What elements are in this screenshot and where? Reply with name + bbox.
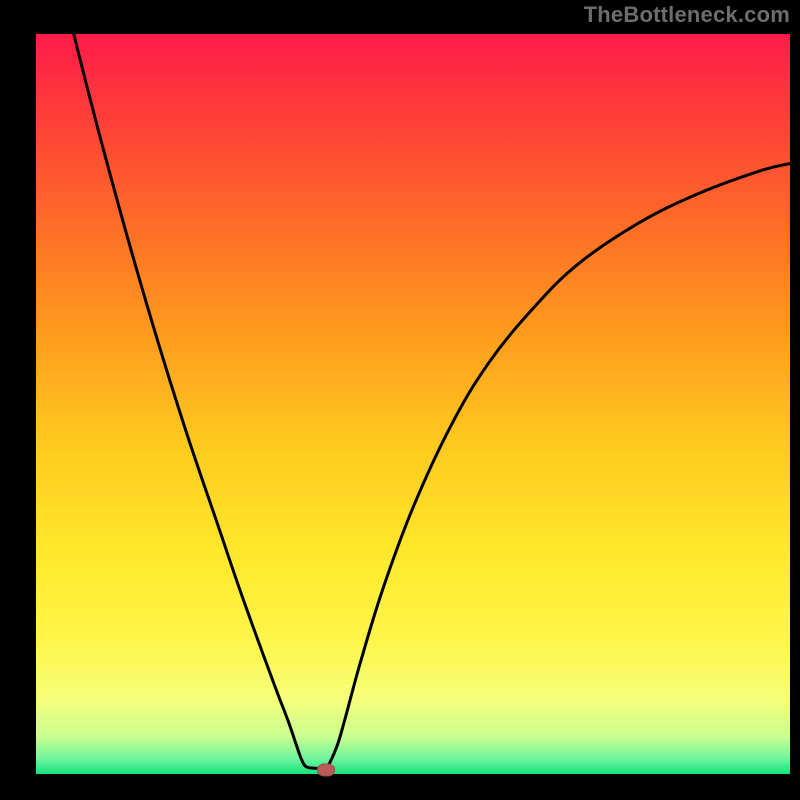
chart-root: TheBottleneck.com	[0, 0, 800, 800]
plot-area	[36, 34, 790, 774]
optimal-point-marker	[317, 763, 335, 776]
bottleneck-curve	[36, 34, 790, 774]
watermark-text: TheBottleneck.com	[584, 2, 790, 28]
curve-path	[74, 34, 790, 769]
